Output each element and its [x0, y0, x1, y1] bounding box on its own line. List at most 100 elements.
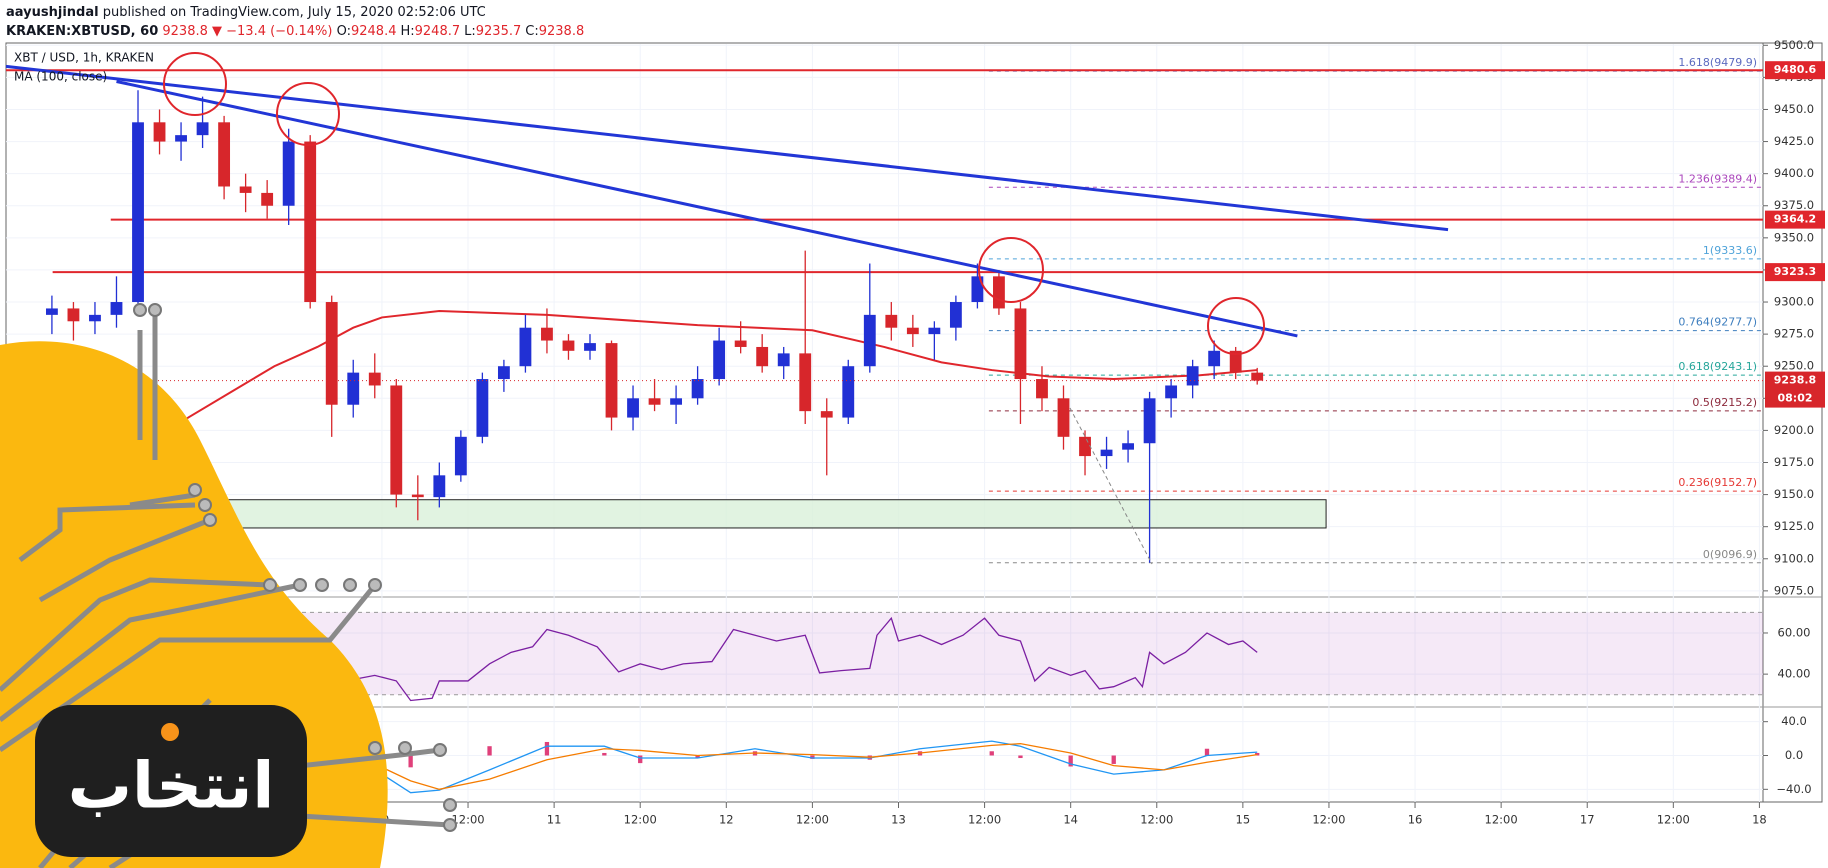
- fib-label: 0.5(9215.2): [1692, 396, 1757, 409]
- x-tick-label: 12:00: [796, 813, 829, 827]
- x-tick-label: 16: [1408, 813, 1423, 827]
- candle-body: [1036, 379, 1048, 399]
- candle-body: [304, 141, 317, 303]
- annotations: [163, 52, 1265, 565]
- candle-body: [949, 302, 962, 328]
- candle-body: [605, 343, 618, 418]
- candle-body: [820, 411, 833, 418]
- candle-body: [713, 340, 726, 380]
- candle-body: [110, 302, 123, 315]
- x-tick-label: 12:00: [451, 813, 484, 827]
- candle-body: [885, 314, 898, 328]
- candle-body: [541, 327, 553, 341]
- y-tick-label: 9350.0: [1774, 230, 1814, 244]
- fib-label: 0.618(9243.1): [1678, 360, 1757, 373]
- candle-body: [1100, 449, 1113, 457]
- histogram-bar: [810, 755, 815, 759]
- y-tick-label: 0.0: [1785, 748, 1803, 762]
- histogram-bar: [544, 741, 550, 756]
- y-tick-label: 9125.0: [1774, 519, 1814, 533]
- candle-body: [175, 135, 187, 142]
- histogram-bar: [602, 752, 607, 756]
- price-tag-label: 9364.2: [1774, 213, 1816, 226]
- candle-body: [1079, 436, 1091, 457]
- candle-body: [928, 327, 941, 335]
- histogram-bar: [1018, 755, 1023, 759]
- y-tick-label: 9275.0: [1774, 327, 1814, 341]
- y-tick-label: 9175.0: [1774, 455, 1814, 469]
- x-tick-label: 11: [547, 813, 562, 827]
- x-tick-label: 18: [1752, 813, 1767, 827]
- highlight-circle: [978, 237, 1044, 303]
- histogram-bar: [989, 751, 994, 756]
- ohlc: O:9248.4 H:9248.7 L:9235.7 C:9238.8: [337, 24, 589, 39]
- candle-body: [476, 379, 489, 437]
- candle-body: [670, 398, 683, 405]
- x-tick-label: 12:00: [1657, 813, 1690, 827]
- x-tick-label: 12:00: [1485, 813, 1518, 827]
- x-tick-label: 12:00: [968, 813, 1001, 827]
- y-tick-label: 9200.0: [1774, 423, 1814, 437]
- candle-body: [777, 353, 790, 367]
- legend-title: XBT / USD, 1h, KRAKEN: [14, 51, 154, 65]
- histogram-bar: [695, 755, 700, 759]
- logo-text: انتخاب: [68, 750, 275, 824]
- fib-guide: [1069, 407, 1153, 565]
- histogram-bar: [487, 746, 492, 756]
- y-tick-label: −40.0: [1776, 782, 1811, 796]
- candle-body: [261, 192, 274, 206]
- candle-body: [519, 327, 532, 367]
- candle-body: [906, 327, 919, 335]
- candle-body: [368, 372, 381, 386]
- candle-body: [239, 186, 252, 193]
- ohlc-key: H:: [400, 24, 415, 39]
- candle-body: [1208, 350, 1221, 367]
- candle-body: [993, 276, 1005, 309]
- x-tick-label: 12: [719, 813, 734, 827]
- candle-body: [691, 379, 704, 399]
- moving-average: [151, 310, 1258, 445]
- y-tick-label: 9400.0: [1774, 166, 1814, 180]
- candle-body: [584, 343, 596, 351]
- histogram-bar: [1111, 755, 1116, 764]
- candle-body: [1143, 398, 1156, 444]
- x-tick-label: 12:00: [1312, 813, 1345, 827]
- change: 9238.8 ▼ −13.4 (−0.14%): [162, 24, 333, 39]
- y-tick-label: 40.0: [1781, 714, 1807, 728]
- published: published on TradingView.com, July 15, 2…: [102, 5, 486, 20]
- symbol: KRAKEN:XBTUSD, 60: [6, 24, 159, 39]
- ohlc-key: O:: [336, 24, 351, 39]
- candle-body: [196, 122, 209, 136]
- price-tag: [1765, 210, 1825, 229]
- candle-body: [89, 314, 101, 322]
- x-tick-label: 14: [1063, 813, 1078, 827]
- candle-body: [799, 353, 812, 412]
- last-price-label: 9238.8: [1774, 374, 1816, 387]
- highlight-circle: [163, 52, 227, 116]
- candle-body: [282, 141, 295, 206]
- candle-body: [454, 436, 467, 476]
- fib-label: 0.236(9152.7): [1678, 476, 1757, 489]
- support-zone: [151, 499, 1327, 529]
- x-tick-label: 13: [891, 813, 906, 827]
- candle-body: [1229, 350, 1242, 373]
- fib-label: 1.236(9389.4): [1678, 172, 1757, 185]
- series-line: [245, 616, 1258, 702]
- logo-coin: [161, 723, 179, 741]
- y-tick-label: 9500.0: [1774, 38, 1814, 52]
- fib-label: 1.618(9479.9): [1678, 56, 1757, 69]
- ohlc-value: 9238.8: [538, 24, 585, 39]
- y-tick-label: 9075.0: [1774, 583, 1814, 597]
- price-tag: [1765, 61, 1825, 80]
- fib-label: 1(9333.6): [1703, 244, 1757, 257]
- candle-body: [756, 346, 769, 367]
- histogram-bar: [1255, 752, 1260, 756]
- price-tag-label: 9480.6: [1774, 63, 1817, 76]
- ohlc-value: 9248.4: [350, 24, 397, 39]
- header: aayushjindal published on TradingView.co…: [6, 3, 588, 41]
- candle-body: [627, 398, 639, 418]
- y-tick-label: 9150.0: [1774, 487, 1814, 501]
- y-tick-label: 9300.0: [1774, 295, 1814, 309]
- candle-body: [648, 398, 661, 405]
